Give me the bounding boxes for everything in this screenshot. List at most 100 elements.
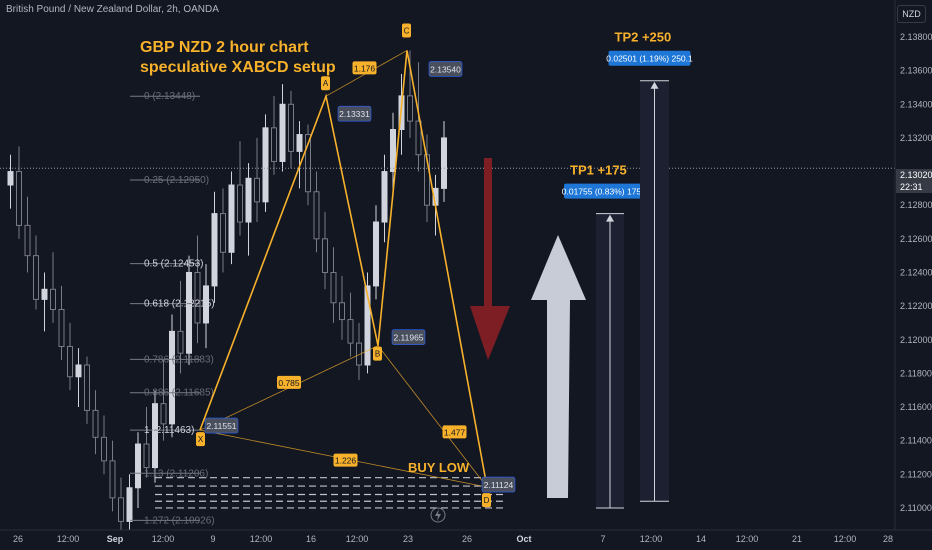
candle [279, 103, 286, 162]
candle [262, 127, 269, 203]
candle [50, 288, 56, 310]
candle [16, 171, 22, 226]
pattern-point-badge [321, 76, 330, 91]
fib-level-label: 0 (2.13448) [144, 91, 195, 102]
pattern-value-box [481, 476, 516, 493]
bullish-arrow-icon [531, 235, 586, 498]
candle [271, 127, 277, 162]
price-tick-label: 2.11000 [900, 503, 932, 513]
lightning-icon[interactable] [430, 507, 446, 523]
fib-level-label: 0.5 (2.12453) [144, 259, 204, 270]
last-price-tag: 2.13020 22:31 [896, 169, 932, 193]
candle [84, 364, 90, 411]
time-tick-label: 7 [600, 534, 605, 544]
pattern-point-letter: C [404, 26, 410, 35]
pattern-point-letter: D [484, 496, 490, 505]
candle [373, 221, 379, 287]
price-tick-label: 2.11200 [900, 469, 932, 479]
pattern-value-box [204, 417, 239, 434]
fib-level-label: 0.618 (2.12215) [144, 299, 215, 310]
candle [347, 319, 354, 344]
candle [220, 213, 226, 253]
pattern-point-badge [482, 493, 491, 508]
pattern-value-label: 2.11124 [484, 480, 514, 490]
candle [33, 255, 39, 300]
time-axis[interactable] [0, 530, 932, 550]
price-tick-label: 2.11600 [900, 402, 932, 412]
pattern-point-badge [373, 346, 382, 361]
time-tick-label: 12:00 [834, 534, 857, 544]
candle [135, 443, 141, 489]
time-tick-label: 16 [306, 534, 316, 544]
fib-level-label: 1.13 (2.11206) [144, 468, 208, 479]
buy-low-label: BUY LOW [408, 460, 470, 475]
time-tick-label: Oct [516, 534, 531, 544]
time-tick-label: 12:00 [57, 534, 80, 544]
annotation-title-line: GBP NZD 2 hour chart [140, 39, 309, 56]
ratio-label: 1.477 [444, 427, 466, 437]
price-tick-label: 2.11800 [900, 368, 932, 378]
ratio-label: 1.226 [335, 456, 357, 466]
currency-button[interactable]: NZD [897, 5, 926, 23]
last-price-time: 22:31 [900, 182, 923, 192]
time-tick-label: 26 [462, 534, 472, 544]
candle [322, 238, 328, 273]
fib-level-label: 0.25 (2.12950) [144, 175, 209, 186]
pattern-point-letter: X [198, 435, 204, 444]
pattern-value-label: 2.13540 [430, 64, 461, 74]
price-tick-label: 2.12200 [900, 301, 932, 311]
annotation-title-line: speculative XABCD setup [140, 59, 336, 76]
price-tick-label: 2.13400 [900, 99, 932, 109]
time-tick-label: 12:00 [152, 534, 175, 544]
candle [288, 103, 294, 152]
candle [330, 271, 337, 304]
fib-level-label: 0.886 (2.11685) [144, 388, 214, 399]
candle [152, 403, 158, 469]
bearish-arrow-icon [470, 158, 510, 360]
candle [169, 330, 175, 425]
candle [313, 191, 320, 240]
time-tick-label: Sep [107, 534, 124, 544]
time-tick-label: 26 [13, 534, 23, 544]
candle [58, 308, 65, 347]
candle [143, 443, 150, 469]
time-tick-label: 12:00 [640, 534, 663, 544]
price-tick-label: 2.11400 [900, 436, 932, 446]
target-detail-label: 0.02501 (1.19%) 250.1 [606, 54, 693, 64]
ratio-label: 0.785 [278, 378, 300, 388]
target-detail-box [608, 50, 691, 66]
pattern-point-letter: A [323, 79, 329, 88]
fib-level-label: 1.272 (2.10926) [144, 515, 215, 526]
ratio-badge [277, 375, 301, 389]
price-axis[interactable] [895, 0, 932, 550]
target-arrowhead-icon [650, 81, 659, 89]
candle [356, 342, 362, 366]
ratio-label: 1.176 [354, 63, 376, 73]
candle [228, 184, 235, 253]
candle [211, 213, 218, 287]
candle [24, 224, 31, 257]
symbol-title: British Pound / New Zealand Dollar, 2h, … [6, 4, 219, 15]
candle [381, 171, 388, 223]
time-tick-label: 12:00 [736, 534, 759, 544]
ratio-badge [333, 453, 358, 467]
candle [41, 288, 48, 300]
candle [441, 137, 447, 189]
candle [92, 409, 99, 438]
target-detail-box [564, 183, 646, 199]
candle [296, 134, 303, 152]
ratio-badge [442, 425, 467, 439]
price-tick-label: 2.12000 [900, 335, 932, 345]
pattern-value-box [391, 329, 426, 345]
price-tick-label: 2.13600 [900, 66, 932, 76]
pattern-value-box [337, 105, 372, 122]
time-tick-label: 12:00 [346, 534, 369, 544]
pattern-point-letter: B [375, 350, 380, 359]
candle [254, 177, 260, 203]
fib-level-label: 1 (2.11463) [144, 425, 194, 436]
candle [177, 330, 184, 354]
price-tick-label: 2.12600 [900, 234, 932, 244]
fib-level-label: 0.786 (2.11883) [144, 354, 214, 365]
candle [109, 460, 116, 499]
